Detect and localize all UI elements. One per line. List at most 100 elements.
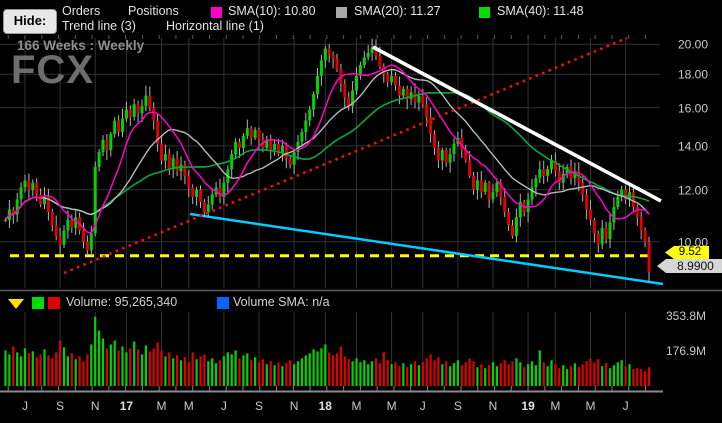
volume-bar bbox=[343, 356, 346, 386]
candle-body bbox=[23, 180, 27, 188]
candle-body bbox=[187, 175, 191, 188]
candle-body bbox=[475, 180, 479, 190]
volume-bar bbox=[129, 348, 132, 386]
month-label: J bbox=[623, 399, 629, 413]
white-trendline[interactable] bbox=[372, 45, 662, 203]
candle-body bbox=[304, 120, 308, 132]
candle-body bbox=[273, 143, 277, 150]
volume-bar bbox=[109, 344, 112, 386]
candle-body bbox=[386, 74, 390, 83]
volume-sma-legend[interactable]: Volume SMA: n/a bbox=[233, 295, 330, 309]
candle-body bbox=[113, 120, 117, 134]
candle-body bbox=[257, 130, 261, 140]
volume-bar bbox=[39, 354, 42, 386]
month-label: 18 bbox=[319, 399, 333, 413]
month-label: S bbox=[255, 399, 263, 413]
candle-body bbox=[553, 160, 557, 172]
month-label: M bbox=[586, 399, 596, 413]
volume-bar bbox=[374, 358, 378, 386]
candle-body bbox=[585, 194, 589, 210]
candle-body bbox=[43, 197, 46, 205]
volume-bar bbox=[261, 359, 264, 386]
tab-orders[interactable]: Orders bbox=[62, 4, 101, 18]
volume-bar bbox=[491, 362, 495, 386]
sma20-legend[interactable]: SMA(20): 11.27 bbox=[354, 4, 441, 18]
candle-body bbox=[491, 192, 495, 200]
trend-line-item[interactable]: Trend line (3) bbox=[62, 19, 136, 33]
volume-bar bbox=[62, 347, 66, 386]
volume-bar bbox=[550, 360, 553, 386]
candle-body bbox=[101, 139, 105, 153]
volume-bar bbox=[133, 341, 136, 386]
volume-bar bbox=[335, 353, 339, 386]
candle-body bbox=[179, 164, 183, 172]
candle-body bbox=[117, 120, 121, 132]
month-label: N bbox=[91, 399, 100, 413]
volume-bar bbox=[273, 365, 276, 386]
volume-bar bbox=[476, 367, 479, 386]
candle-body bbox=[206, 204, 210, 213]
volume-bar bbox=[140, 354, 144, 386]
volume-bar bbox=[211, 358, 214, 386]
volume-bar bbox=[27, 353, 30, 386]
horizontal-line-item[interactable]: Horizontal line (1) bbox=[166, 19, 264, 33]
candle-body bbox=[39, 194, 43, 205]
candle-body bbox=[245, 128, 249, 136]
volume-bar bbox=[16, 352, 19, 386]
candle-body bbox=[526, 199, 530, 213]
volume-bar bbox=[156, 342, 159, 386]
candle-body bbox=[140, 106, 144, 114]
candle-body bbox=[573, 171, 577, 179]
tab-positions[interactable]: Positions bbox=[128, 4, 179, 18]
candle-body bbox=[592, 219, 596, 234]
volume-bar bbox=[597, 359, 600, 386]
volume-bar bbox=[480, 364, 483, 386]
volume-bar bbox=[593, 362, 596, 386]
month-label: S bbox=[56, 399, 64, 413]
volume-bar bbox=[55, 352, 58, 386]
hide-button[interactable]: Hide: bbox=[3, 9, 57, 34]
month-label: N bbox=[489, 399, 498, 413]
volume-bar bbox=[632, 369, 635, 386]
volume-bar bbox=[168, 352, 171, 386]
volume-bar bbox=[324, 344, 327, 386]
volume-bar bbox=[277, 362, 280, 386]
candle-body bbox=[128, 109, 132, 117]
volume-bar bbox=[234, 350, 237, 386]
volume-tick-label: 176.9M bbox=[666, 344, 706, 358]
candle-body bbox=[643, 230, 647, 242]
candle-body bbox=[483, 182, 487, 193]
volume-bar bbox=[355, 358, 358, 386]
sma10-legend[interactable]: SMA(10): 10.80 bbox=[228, 4, 316, 18]
candle-body bbox=[66, 219, 70, 231]
candle-body bbox=[136, 104, 140, 114]
volume-bar bbox=[218, 360, 222, 386]
volume-bar bbox=[238, 358, 241, 386]
volume-bar bbox=[402, 363, 405, 386]
volume-bar bbox=[640, 369, 643, 386]
sma40-legend[interactable]: SMA(40): 11.48 bbox=[497, 4, 584, 18]
volume-bar bbox=[624, 366, 627, 386]
volume-bar bbox=[74, 359, 77, 386]
candle-body bbox=[105, 139, 109, 150]
candle-body bbox=[31, 182, 35, 190]
volume-bar bbox=[51, 358, 54, 386]
candle-body bbox=[284, 145, 288, 159]
month-label: N bbox=[290, 399, 299, 413]
candle-body bbox=[323, 48, 327, 61]
volume-bar bbox=[172, 358, 175, 386]
candle-body bbox=[132, 104, 136, 117]
candle-body bbox=[581, 182, 585, 195]
volume-bar bbox=[257, 362, 261, 386]
volume-bar bbox=[534, 365, 537, 386]
candle-body bbox=[464, 149, 468, 161]
collapse-volume-pane-icon[interactable] bbox=[8, 299, 24, 309]
volume-bar bbox=[117, 350, 120, 386]
volume-bar bbox=[230, 354, 233, 386]
volume-bar bbox=[573, 363, 576, 386]
cyan-trendline[interactable] bbox=[189, 212, 664, 286]
month-label: J bbox=[221, 399, 227, 413]
volume-legend[interactable]: Volume: 95,265,340 bbox=[66, 295, 178, 309]
candle-body bbox=[608, 222, 612, 239]
